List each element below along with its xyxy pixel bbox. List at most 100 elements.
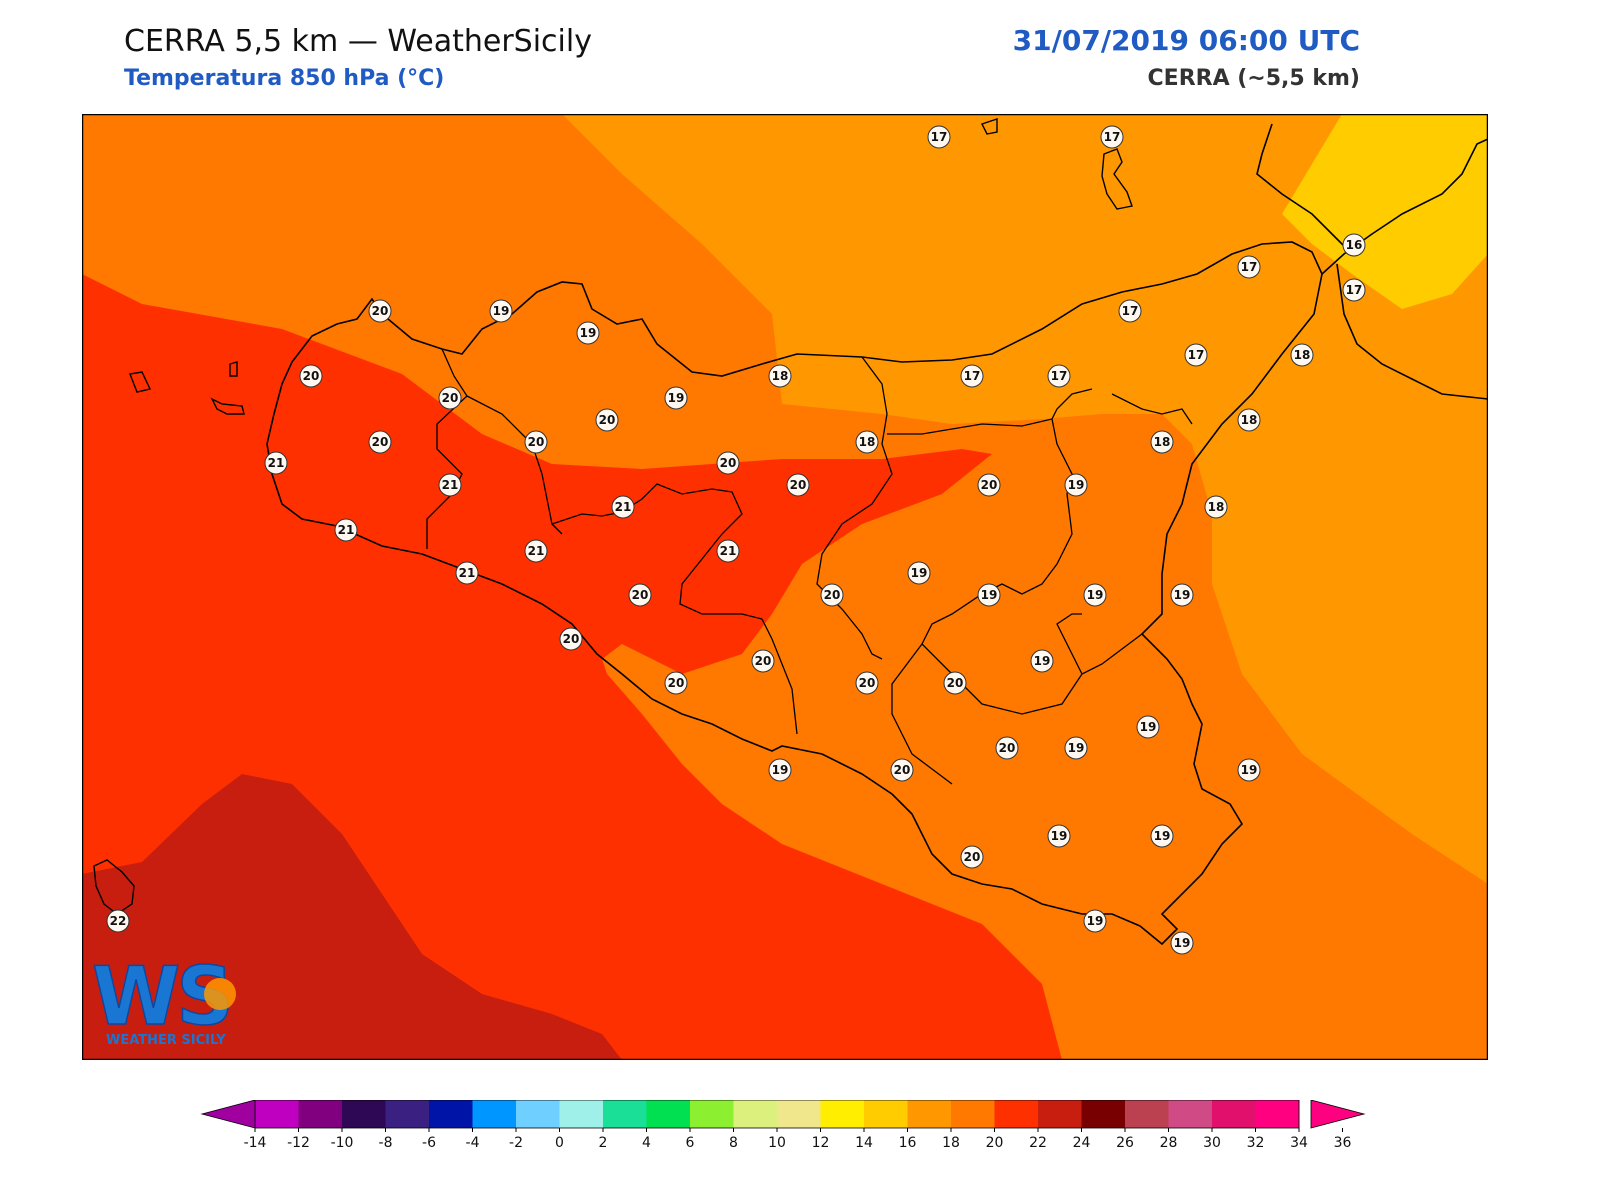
station-value: 20	[528, 435, 545, 449]
station-marker: 17	[1184, 343, 1208, 367]
station-circle	[960, 364, 984, 388]
station-marker: 20	[628, 583, 652, 607]
station-circle	[716, 539, 740, 563]
station-marker: 20	[368, 430, 392, 454]
weathersicily-logo: WS WEATHER SICILY	[91, 949, 236, 1048]
station-circle	[927, 125, 951, 149]
station-marker: 19	[768, 758, 792, 782]
colorbar-tick-label: 36	[1334, 1135, 1352, 1150]
station-circle	[489, 299, 513, 323]
colorbar-swatch	[646, 1100, 691, 1128]
station-circle	[1030, 649, 1054, 673]
colorbar-swatch	[342, 1100, 386, 1128]
station-value: 19	[1174, 588, 1191, 602]
station-value: 21	[459, 566, 476, 580]
colorbar-swatch	[1212, 1100, 1256, 1128]
station-marker: 19	[1170, 583, 1194, 607]
station-value: 17	[1188, 348, 1205, 362]
station-marker: 18	[1150, 430, 1174, 454]
sicily-coastline	[266, 241, 1323, 946]
station-marker: 22	[106, 909, 130, 933]
colorbar-tick-label: 18	[942, 1135, 960, 1150]
station-circle	[299, 364, 323, 388]
station-value: 20	[668, 676, 685, 690]
station-circle	[768, 364, 792, 388]
station-value: 20	[894, 763, 911, 777]
map-title: CERRA 5,5 km — WeatherSicily	[124, 24, 592, 59]
station-circle	[455, 561, 479, 585]
colorbar-tick-label: 30	[1203, 1135, 1221, 1150]
colorbar-swatch	[1038, 1100, 1082, 1128]
station-circle	[438, 473, 462, 497]
colorbar-tick-label: 6	[686, 1135, 695, 1150]
colorbar-swatch	[777, 1100, 821, 1128]
map-frame	[82, 114, 1488, 1060]
map-subtitle: Temperatura 850 hPa (°C)	[124, 66, 445, 91]
station-marker: 21	[438, 473, 462, 497]
station-circle	[664, 386, 688, 410]
station-circle	[1290, 343, 1314, 367]
station-value: 17	[1051, 369, 1068, 383]
station-marker: 19	[1064, 736, 1088, 760]
colorbar-swatches	[254, 1100, 1300, 1129]
station-circle	[751, 649, 775, 673]
station-value: 19	[1087, 914, 1104, 928]
station-value: 20	[947, 676, 964, 690]
colorbar-swatch	[1125, 1100, 1169, 1128]
station-value: 20	[999, 741, 1016, 755]
station-value: 18	[1154, 435, 1171, 449]
station-circle	[820, 583, 844, 607]
station-marker: 17	[1047, 364, 1071, 388]
station-marker: 20	[299, 364, 323, 388]
model-label: CERRA (~5,5 km)	[1147, 66, 1360, 91]
colorbar-swatch	[429, 1100, 473, 1128]
colorbar-swatch	[690, 1100, 734, 1128]
station-value: 19	[911, 566, 928, 580]
station-circle	[576, 321, 600, 345]
station-value: 17	[964, 369, 981, 383]
station-circle	[768, 758, 792, 782]
station-marker: 17	[1342, 278, 1366, 302]
colorbar: -14 -12 -10 -8 -6 -4 -2 0 2 4 6 8 10 12 14 16 18 20 22 24 26…	[200, 1100, 1366, 1150]
station-value: 17	[1346, 283, 1363, 297]
station-marker: 21	[716, 539, 740, 563]
pantelleria-island	[93, 859, 135, 915]
station-circle	[1170, 931, 1194, 955]
colorbar-tick-label: 26	[1116, 1135, 1134, 1150]
station-marker: 20	[751, 649, 775, 673]
valid-datetime: 31/07/2019 06:00 UTC	[1012, 24, 1360, 57]
station-circle	[855, 671, 879, 695]
colorbar-swatch	[1081, 1100, 1126, 1128]
station-value: 20	[720, 456, 737, 470]
station-value: 20	[755, 654, 772, 668]
station-circle	[1204, 495, 1228, 519]
station-circle	[1237, 758, 1261, 782]
station-value: 18	[1294, 348, 1311, 362]
colorbar-swatch	[298, 1100, 343, 1128]
station-circle	[1047, 364, 1071, 388]
colorbar-tick-label: 8	[729, 1135, 738, 1150]
station-value: 18	[859, 435, 876, 449]
colorbar-swatch	[907, 1100, 952, 1128]
station-circle	[1083, 583, 1107, 607]
station-value: 19	[493, 304, 510, 318]
colorbar-swatch	[1168, 1100, 1213, 1128]
station-circle	[1064, 736, 1088, 760]
station-marker: 21	[264, 451, 288, 475]
station-marker: 17	[927, 125, 951, 149]
station-marker: 18	[855, 430, 879, 454]
colorbar-swatch	[385, 1100, 430, 1128]
field-16-18-east	[1212, 414, 1488, 884]
field-16-18	[562, 114, 1488, 884]
station-circle	[1170, 583, 1194, 607]
station-marker: 18	[1290, 343, 1314, 367]
colorbar-swatch	[1255, 1100, 1300, 1128]
colorbar-tick-label: 28	[1160, 1135, 1178, 1150]
province-borders	[426, 348, 1193, 785]
egadi-islands	[129, 361, 245, 415]
station-circle	[611, 495, 635, 519]
colorbar-tick-label: 0	[555, 1135, 564, 1150]
station-circle	[368, 430, 392, 454]
station-circle	[855, 430, 879, 454]
station-value: 20	[632, 588, 649, 602]
